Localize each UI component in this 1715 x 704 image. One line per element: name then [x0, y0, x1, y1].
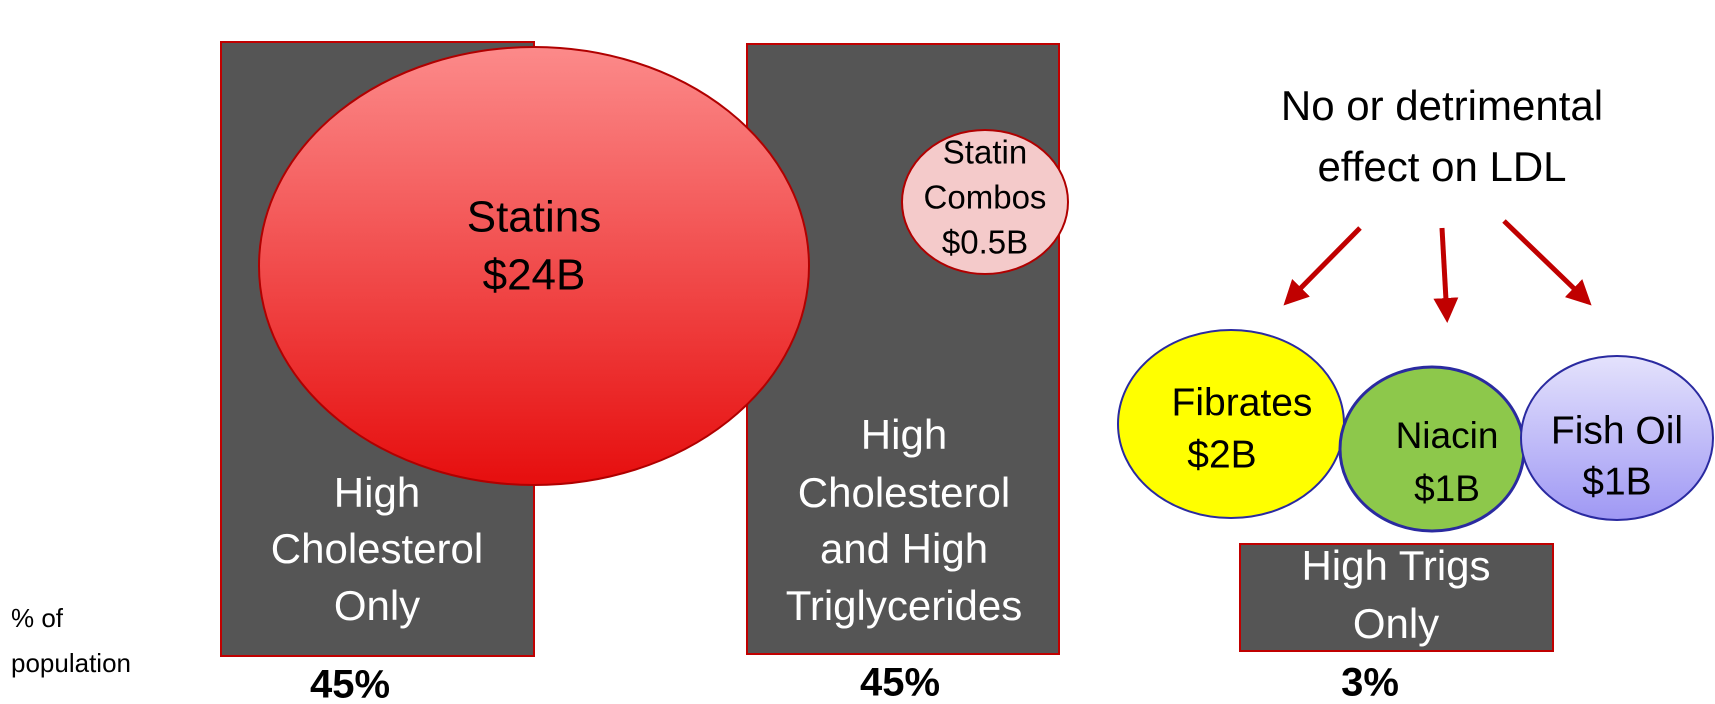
bubble-label: Statin — [943, 134, 1027, 171]
bubble-label: Combos — [924, 179, 1047, 216]
bubble — [1520, 355, 1714, 521]
axis-label: % of — [11, 603, 64, 633]
bubble-label: Fibrates — [1172, 381, 1313, 424]
group-label: Only — [1353, 600, 1439, 647]
group-bar — [1239, 543, 1554, 652]
axis-label: population — [11, 648, 131, 678]
bubble-label: $24B — [483, 251, 586, 300]
group-label: Cholesterol — [271, 525, 483, 572]
bubble-label: $2B — [1187, 433, 1256, 476]
group-label: and High — [820, 525, 988, 572]
title-line: effect on LDL — [1317, 143, 1566, 190]
bubble-label: Fish Oil — [1551, 409, 1683, 452]
group-label: High — [334, 469, 420, 516]
title-line: No or detrimental — [1281, 82, 1603, 129]
group-label: Only — [334, 582, 420, 629]
bubble-label: $1B — [1582, 460, 1651, 503]
group-share: 45% — [860, 661, 940, 704]
arrow — [1283, 226, 1362, 306]
group-share: 3% — [1341, 661, 1399, 704]
bubble — [258, 46, 810, 486]
group-label: Cholesterol — [798, 469, 1010, 516]
bubble-label: Niacin — [1396, 415, 1499, 456]
arrow — [1502, 219, 1592, 306]
bubble — [901, 129, 1069, 275]
bubble-label: $1B — [1414, 468, 1480, 509]
arrow — [1433, 227, 1459, 323]
bubble-label: Statins — [467, 193, 602, 242]
group-label: High Trigs — [1301, 542, 1490, 589]
group-label: Triglycerides — [786, 582, 1023, 629]
group-label: High — [861, 411, 947, 458]
group-share: 45% — [310, 663, 390, 704]
bubble-label: $0.5B — [942, 224, 1028, 261]
